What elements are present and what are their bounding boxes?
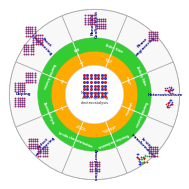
Text: Facet
engineering: Facet engineering [32, 32, 57, 57]
Text: In-situ
transformation: In-situ transformation [130, 130, 159, 159]
Text: OER: OER [60, 78, 63, 83]
Text: Reaction kinetics: Reaction kinetics [134, 100, 148, 127]
Text: HER: HER [72, 45, 79, 51]
Text: Phase
engineering: Phase engineering [132, 32, 157, 57]
Wedge shape [62, 9, 127, 42]
Wedge shape [116, 116, 173, 173]
Text: In-situ characterization: In-situ characterization [58, 132, 93, 149]
Text: HER: HER [78, 60, 83, 63]
Wedge shape [116, 16, 173, 73]
Circle shape [9, 9, 180, 180]
Text: Reaction kinetics: Reaction kinetics [41, 62, 55, 89]
Text: Amorphization: Amorphization [92, 149, 97, 181]
Text: Heterostructure: Heterostructure [148, 92, 183, 97]
Text: Active
Sites: Active Sites [104, 58, 113, 64]
Text: Electrocatalysis: Electrocatalysis [42, 101, 55, 126]
Text: Nanoscale
Confinement: Nanoscale Confinement [90, 10, 99, 38]
Text: Doping: Doping [16, 92, 31, 97]
Text: Reaction
mechanism: Reaction mechanism [124, 101, 132, 116]
Wedge shape [16, 16, 73, 73]
Wedge shape [9, 62, 42, 127]
Text: Defect
engineering: Defect engineering [32, 132, 57, 157]
Text: Active Sites: Active Sites [104, 43, 123, 54]
Text: Reaction
mechanism: Reaction mechanism [101, 124, 116, 132]
Circle shape [65, 65, 124, 124]
Text: Metal oxides as
water splitting
electrocatalysis: Metal oxides as water splitting electroc… [81, 91, 108, 105]
Wedge shape [62, 147, 127, 180]
Text: Activity
Site: Activity Site [125, 75, 131, 86]
Wedge shape [16, 116, 73, 173]
Circle shape [38, 38, 151, 151]
Text: Electro
catalysis: Electro catalysis [75, 124, 87, 131]
Text: Reaction mechanism: Reaction mechanism [98, 132, 129, 149]
Wedge shape [147, 62, 180, 127]
Circle shape [51, 52, 137, 138]
Text: OER: OER [60, 106, 63, 111]
Text: Activity Sites: Activity Sites [135, 65, 146, 86]
